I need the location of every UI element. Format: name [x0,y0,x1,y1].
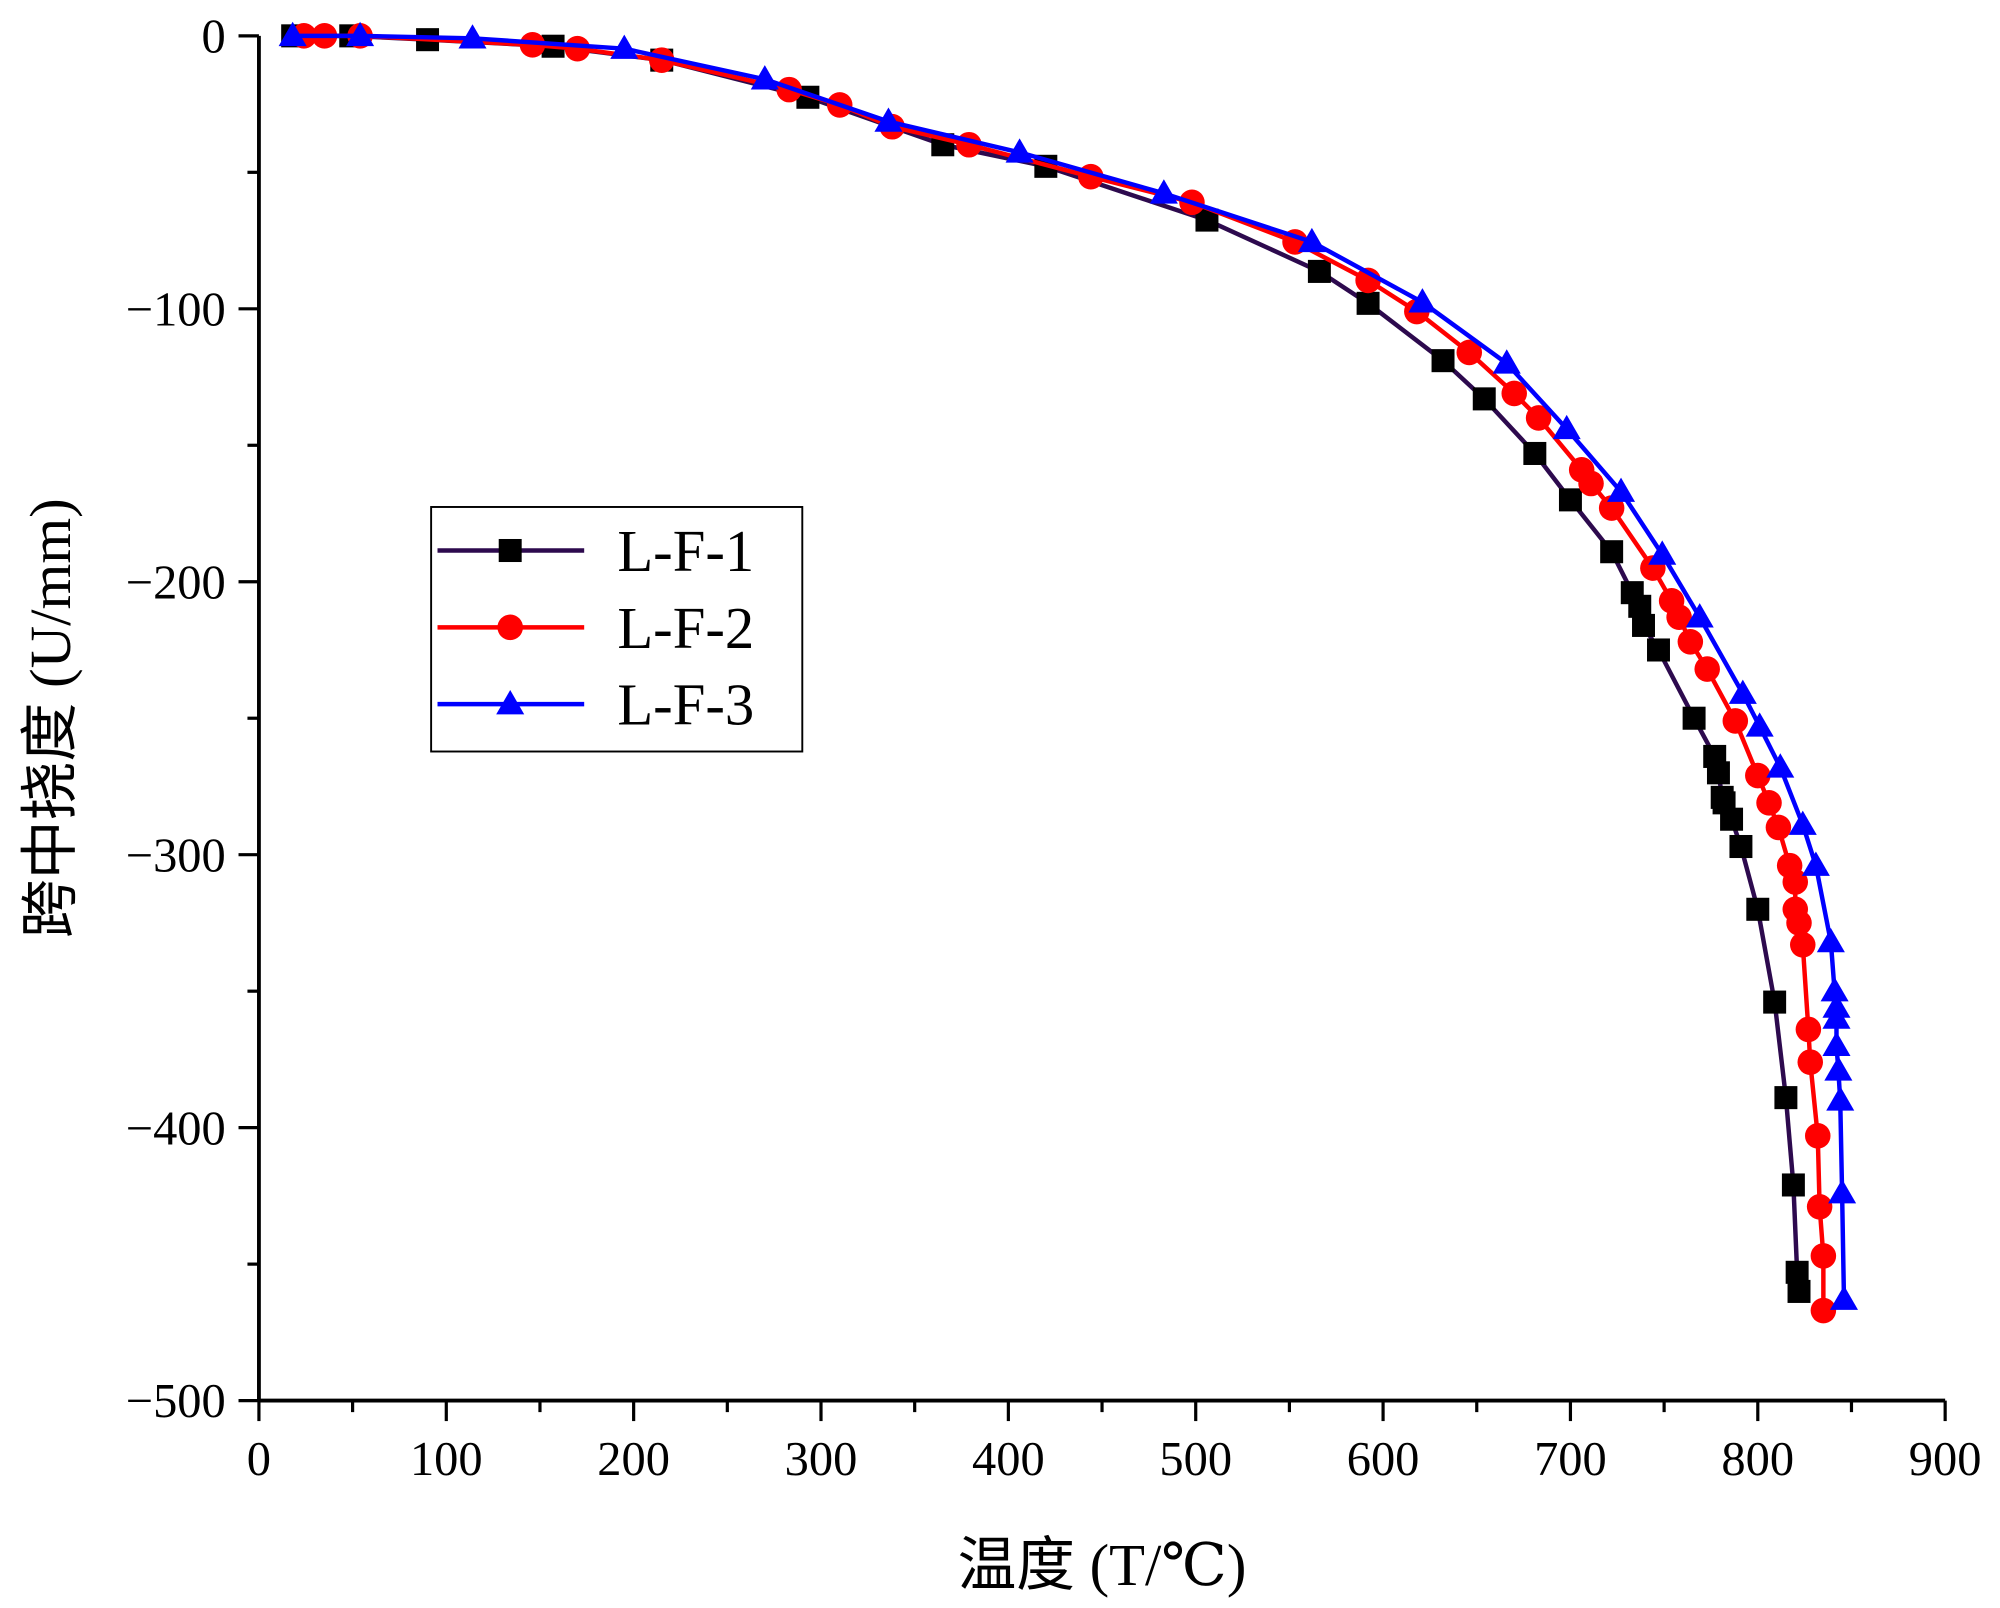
data-point [1795,1016,1822,1043]
data-point [1431,349,1455,373]
data-point [1552,414,1581,440]
y-tick-label: 0 [202,9,226,63]
data-point [1005,138,1034,163]
data-point [564,35,591,62]
data-point [1722,708,1749,734]
data-point [1806,1194,1833,1220]
legend-label: L-F-2 [617,596,754,661]
data-point [1824,1056,1853,1081]
data-point [1694,656,1720,682]
data-point [1600,540,1624,564]
data-point [610,34,639,59]
data-point [1578,470,1604,497]
data-point [1745,712,1774,737]
legend-label: L-F-1 [617,519,754,584]
data-point [1822,1004,1851,1029]
data-point [1804,1123,1831,1149]
data-point [1782,869,1809,895]
data-point [1195,208,1219,232]
data-point [1766,753,1795,778]
x-tick-label: 700 [1534,1432,1607,1486]
data-point [519,32,546,58]
data-point [1728,679,1757,704]
x-tick-label: 800 [1721,1432,1794,1486]
data-point [1456,339,1483,366]
data-point [1765,814,1792,841]
data-point [1816,927,1845,953]
data-point [1756,790,1782,816]
data-point [1822,1031,1851,1057]
data-point [1810,1297,1837,1324]
x-tick-label: 400 [972,1432,1045,1486]
data-point [278,21,307,47]
data-point [1810,1243,1837,1269]
data-point [1763,990,1787,1014]
data-point [1801,851,1830,876]
data-point [1628,594,1652,618]
data-point [1685,603,1714,628]
data-point [1647,638,1670,662]
data-point [1606,477,1636,502]
data-point [1523,441,1547,465]
data-point [1307,259,1331,283]
data-point [1297,227,1326,253]
data-point [1682,706,1706,730]
data-point [1408,288,1437,313]
legend-label: L-F-3 [617,673,754,738]
data-point [1632,613,1655,637]
data-point [1820,977,1849,1002]
x-tick-label: 900 [1909,1432,1982,1486]
x-tick-label: 300 [785,1432,858,1486]
data-point [1501,380,1527,407]
data-point [1356,291,1380,315]
data-point [1829,1285,1859,1310]
data-point [1720,807,1744,831]
y-tick-label: −100 [126,282,226,336]
x-axis-label: 温度 (T/℃) [958,1533,1247,1598]
data-point [1790,931,1816,958]
x-tick-label: 100 [410,1432,483,1486]
y-tick-label: −500 [126,1374,226,1428]
data-point [1797,1049,1824,1075]
y-axis-label: 跨中挠度 (U/mm) [18,498,83,938]
x-tick-label: 500 [1159,1432,1232,1486]
data-point [1666,604,1692,631]
y-tick-label: −400 [126,1101,226,1155]
data-point [1786,910,1812,936]
data-point [1785,1260,1809,1284]
data-point [750,65,779,90]
data-point [1828,1179,1857,1204]
legend-marker [496,690,525,715]
data-point [1677,628,1704,655]
data-point [1472,387,1496,411]
legend-marker [497,614,523,641]
data-point [1788,810,1817,835]
data-point [458,24,487,49]
data-point [1826,1086,1855,1111]
data-point [1745,762,1771,789]
data-point [1648,540,1677,565]
data-point [1746,897,1770,921]
data-point [1149,179,1178,204]
data-point [1787,1279,1811,1303]
x-tick-label: 600 [1347,1432,1420,1486]
y-tick-label: −300 [126,828,226,882]
x-tick-label: 0 [247,1432,271,1486]
data-point [1781,1173,1805,1197]
data-point [1706,761,1730,785]
y-tick-label: −200 [126,555,226,609]
data-point [346,21,375,47]
data-point [874,107,903,132]
data-point [1558,488,1582,512]
data-point [1525,405,1552,431]
data-point [1774,1086,1798,1110]
x-tick-label: 200 [597,1432,670,1486]
data-point [1492,349,1521,374]
legend-marker [498,538,522,563]
data-point [1729,834,1753,859]
